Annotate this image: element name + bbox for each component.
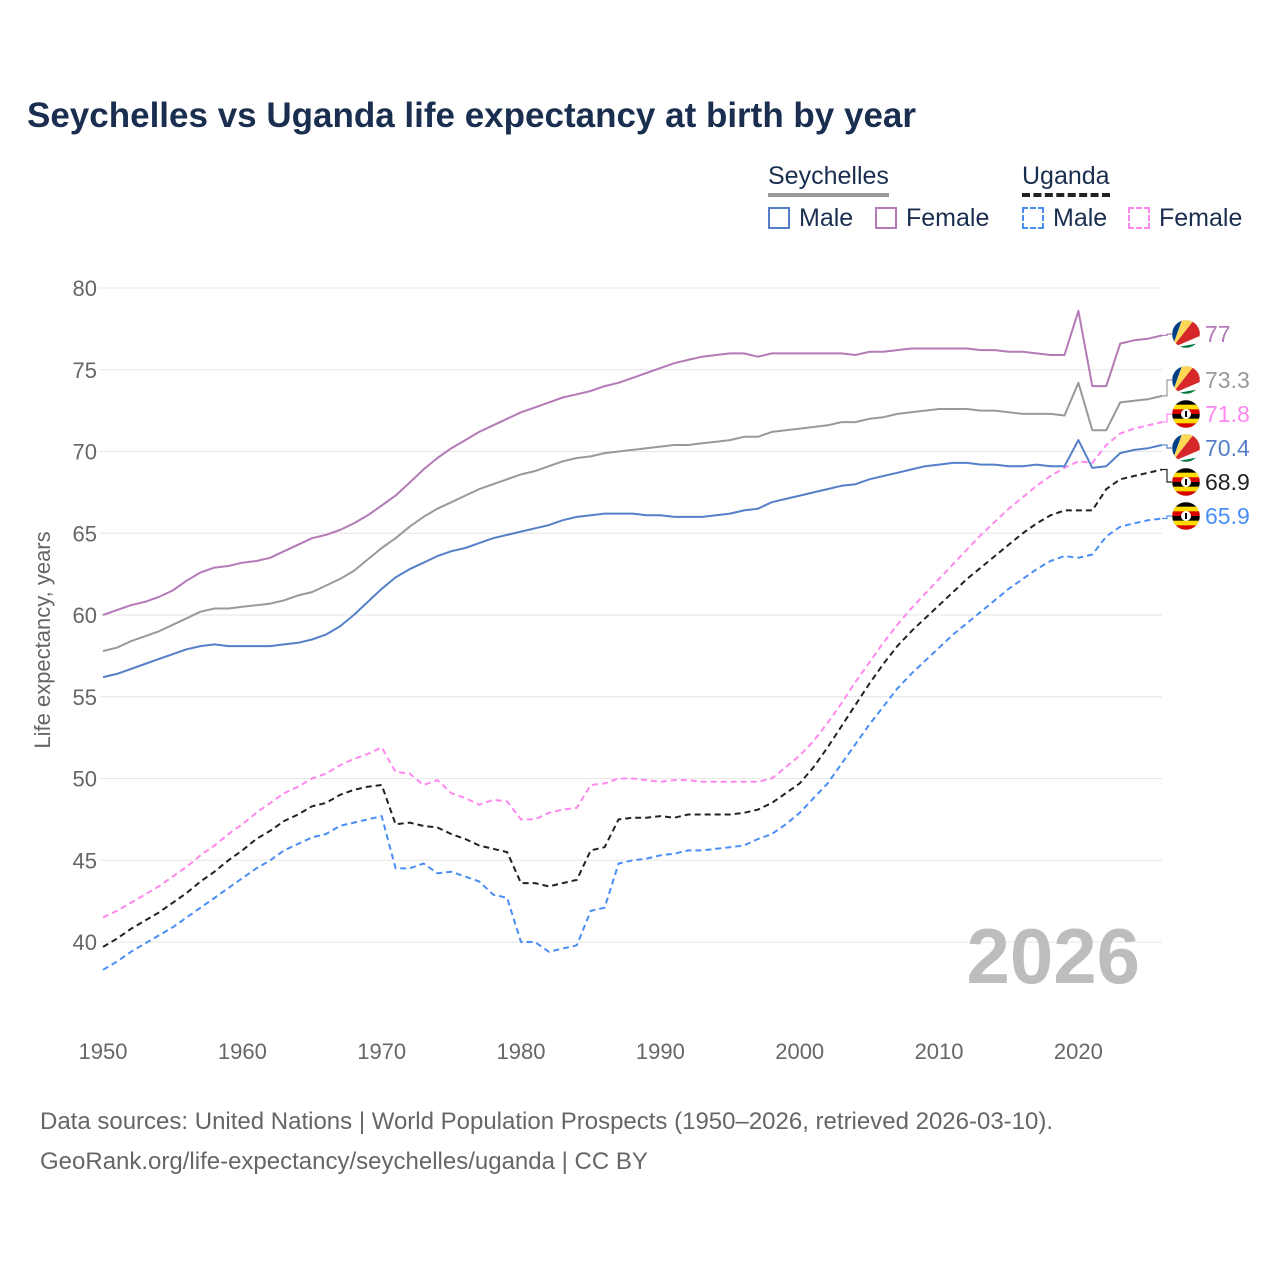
legend-uganda-heading: Uganda	[1022, 162, 1110, 197]
y-tick-label: 50	[73, 767, 97, 792]
x-tick-label: 1960	[218, 1039, 267, 1064]
end-value-label: 70.4	[1205, 435, 1250, 461]
legend-seychelles-male-label: Male	[799, 204, 854, 232]
seychelles-flag-icon	[1171, 319, 1201, 349]
end-value-label: 73.3	[1205, 367, 1250, 393]
x-tick-label: 1970	[357, 1039, 406, 1064]
x-tick-label: 2000	[775, 1039, 824, 1064]
y-tick-label: 75	[73, 358, 97, 383]
end-connector	[1162, 444, 1172, 449]
series-line-uganda-male	[102, 517, 1163, 971]
uganda-flag-icon	[1171, 501, 1201, 531]
x-tick-label: 1950	[79, 1039, 128, 1064]
end-connector	[1162, 468, 1172, 483]
y-axis-label: Life expectancy, years	[30, 531, 55, 748]
legend-uganda-male-label: Male	[1053, 204, 1108, 232]
x-tick-label: 1980	[497, 1039, 546, 1064]
series-line-seychelles-male	[102, 439, 1163, 679]
y-tick-label: 80	[73, 276, 97, 301]
series-line-seychelles-female	[102, 309, 1163, 616]
footer-link[interactable]: GeoRank.org/life-expectancy/seychelles/u…	[40, 1148, 648, 1175]
y-tick-label: 70	[73, 440, 97, 465]
y-tick-label: 55	[73, 685, 97, 710]
legend-seychelles-female-label: Female	[906, 204, 990, 232]
end-connector	[1162, 333, 1172, 337]
uganda-flag-icon	[1171, 467, 1201, 497]
uganda-flag-icon	[1171, 399, 1201, 429]
legend-seychelles-female-swatch	[875, 207, 897, 229]
y-tick-label: 40	[73, 930, 97, 955]
legend-uganda-male-swatch	[1022, 207, 1044, 229]
end-value-label: 71.8	[1205, 401, 1250, 427]
seychelles-flag-icon	[1171, 433, 1201, 463]
end-connector	[1162, 413, 1172, 423]
end-connector	[1162, 515, 1172, 520]
legend-uganda-female-swatch	[1128, 207, 1150, 229]
footer-sources: Data sources: United Nations | World Pop…	[40, 1108, 1054, 1135]
x-tick-label: 1990	[636, 1039, 685, 1064]
chart-title: Seychelles vs Uganda life expectancy at …	[27, 96, 917, 135]
y-tick-label: 45	[73, 848, 97, 873]
legend-seychelles-heading: Seychelles	[768, 162, 889, 197]
y-tick-label: 60	[73, 603, 97, 628]
x-tick-label: 2020	[1054, 1039, 1103, 1064]
legend-uganda-female-label: Female	[1159, 204, 1243, 232]
series-line-seychelles	[102, 381, 1163, 652]
end-value-label: 77	[1205, 321, 1231, 347]
end-value-label: 65.9	[1205, 503, 1250, 529]
legend-seychelles-male-swatch	[768, 207, 790, 229]
current-year-watermark: 2026	[966, 912, 1140, 1000]
series-line-uganda-female	[102, 421, 1163, 919]
chart-plot: 40 45 50 55 60 65 70 75 80 1950 1960 1970 1980 1990 2…	[30, 276, 1250, 1064]
x-tick-label: 2010	[915, 1039, 964, 1064]
y-tick-label: 65	[73, 521, 97, 546]
seychelles-flag-icon	[1171, 365, 1201, 395]
end-connector	[1162, 379, 1172, 397]
series-line-uganda	[102, 468, 1163, 948]
end-value-label: 68.9	[1205, 469, 1250, 495]
